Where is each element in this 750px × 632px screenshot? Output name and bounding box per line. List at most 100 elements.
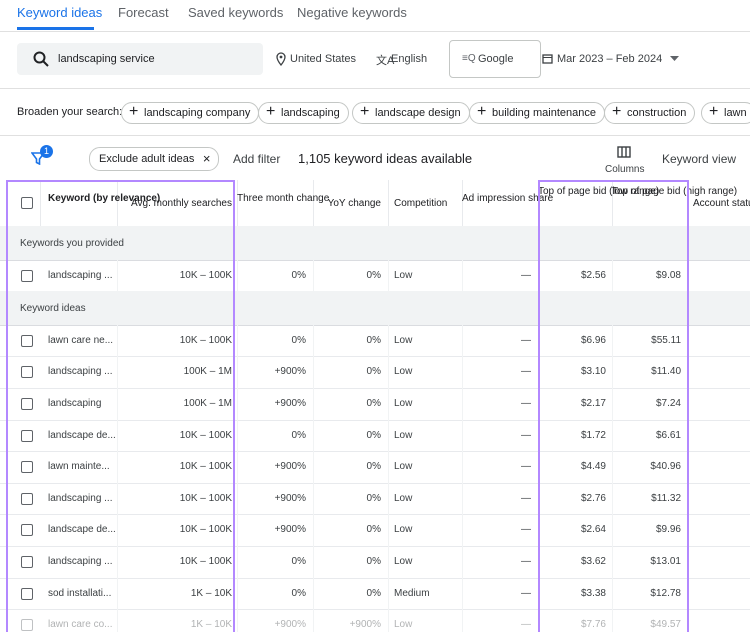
search-box[interactable]: landscaping service	[17, 43, 263, 75]
table-cell: —	[521, 366, 531, 378]
checkbox[interactable]	[21, 524, 33, 537]
table-cell: 100K – 1M	[183, 366, 232, 378]
column-separator	[237, 419, 238, 452]
column-separator	[388, 546, 389, 578]
table-cell: Low	[394, 619, 413, 631]
location-icon	[276, 52, 286, 66]
table-cell: $3.38	[580, 587, 606, 599]
suggestion-chip[interactable]: construction	[604, 102, 696, 124]
table-cell: —	[521, 429, 531, 441]
column-separator	[612, 324, 613, 357]
checkbox[interactable]	[21, 461, 33, 474]
table-cell: lawn care co...	[48, 619, 113, 631]
column-separator	[462, 577, 463, 610]
language[interactable]: English	[391, 53, 428, 65]
table-cell: —	[521, 334, 531, 346]
checkbox[interactable]	[21, 556, 33, 568]
columns-label[interactable]: Columns	[605, 164, 645, 175]
filter-chip[interactable]: Exclude adult ideas ×	[89, 147, 220, 171]
column-separator	[612, 577, 613, 610]
dropdown-arrow	[670, 56, 679, 61]
date-range[interactable]: Mar 2023 – Feb 2024	[557, 53, 663, 65]
table-cell: Low	[394, 556, 413, 567]
table-cell: $13.01	[650, 556, 681, 567]
suggestion-chip[interactable]: landscape design	[352, 102, 470, 124]
column-header[interactable]: Ad impression share	[462, 193, 554, 204]
row-line	[0, 388, 750, 389]
table-cell: 0%	[366, 556, 381, 567]
table-cell: $9.96	[655, 524, 681, 536]
suggestion-chip[interactable]: lawn	[701, 102, 750, 124]
column-separator	[462, 324, 463, 357]
column-separator	[612, 514, 613, 546]
column-header[interactable]: Top of page bid (low range)	[538, 186, 660, 197]
table-cell: $4.49	[580, 461, 606, 473]
column-separator	[612, 482, 613, 515]
location[interactable]: United States	[290, 53, 357, 65]
add-filter[interactable]: Add filter	[233, 152, 281, 166]
tab[interactable]: Negative keywords	[297, 5, 407, 20]
column-separator	[313, 482, 314, 515]
column-separator	[117, 419, 118, 452]
column-separator	[612, 451, 613, 483]
group-title: Keywords you provided	[20, 238, 124, 249]
table-cell: +900%	[274, 492, 306, 504]
checkbox[interactable]	[21, 197, 33, 209]
column-header[interactable]: YoY change	[327, 198, 381, 209]
column-separator	[612, 419, 613, 452]
columns-icon[interactable]	[617, 146, 631, 158]
column-header[interactable]: Competition	[394, 198, 448, 209]
column-separator	[388, 514, 389, 546]
network-selector[interactable]: ≡Q Google	[449, 40, 541, 78]
checkbox[interactable]	[21, 619, 33, 632]
search-icon	[33, 51, 49, 67]
close-icon[interactable]: ×	[202, 151, 211, 166]
column-separator	[388, 451, 389, 483]
tab[interactable]: Keyword ideas	[17, 5, 103, 20]
column-header[interactable]: Top of page bid (high range)	[612, 186, 738, 197]
column-separator	[313, 609, 314, 632]
table-cell: Low	[394, 334, 413, 346]
tab[interactable]: Forecast	[118, 5, 169, 20]
checkbox[interactable]	[21, 429, 33, 442]
tab[interactable]: Saved keywords	[188, 5, 284, 20]
table-cell: lawn mainte...	[48, 461, 110, 473]
table-cell: $2.64	[580, 524, 606, 536]
checkbox[interactable]	[21, 398, 33, 410]
column-separator	[117, 482, 118, 515]
column-header[interactable]: Account status	[693, 198, 750, 209]
column-separator	[612, 388, 613, 420]
highlight-box	[538, 180, 689, 632]
column-header[interactable]: Three month change	[237, 193, 330, 204]
table-cell: $11.40	[651, 366, 681, 378]
table-cell: $2.17	[580, 398, 606, 409]
column-separator	[237, 577, 238, 610]
column-separator	[237, 388, 238, 420]
table-cell: 0%	[291, 334, 306, 346]
column-separator	[462, 451, 463, 483]
suggestion-chip[interactable]: landscaping company	[121, 102, 260, 124]
column-separator	[237, 609, 238, 632]
suggestion-chip[interactable]: building maintenance	[469, 102, 605, 124]
suggestion-chip[interactable]: landscaping	[258, 102, 349, 124]
checkbox[interactable]	[21, 587, 33, 600]
table-cell: 0%	[366, 429, 381, 441]
group-title: Keyword ideas	[20, 303, 86, 315]
row-line	[0, 514, 750, 516]
checkbox[interactable]	[21, 334, 33, 347]
keyword-table: Keyword (by relevance) Avg. monthly searc…	[0, 180, 750, 632]
column-separator	[117, 356, 118, 388]
checkbox[interactable]	[21, 492, 33, 505]
view-selector[interactable]: Keyword view	[662, 152, 737, 166]
checkbox[interactable]	[21, 269, 33, 282]
table-cell: +900%	[274, 461, 306, 473]
checkbox[interactable]	[21, 366, 33, 379]
column-separator	[462, 514, 463, 546]
tab-indicator	[17, 27, 94, 30]
column-header[interactable]: Keyword (by relevance)	[48, 193, 161, 204]
table-cell: $1.72	[580, 429, 606, 441]
divider	[0, 88, 750, 89]
table-cell: landscaping	[48, 398, 102, 409]
column-header[interactable]: Avg. monthly searches	[131, 198, 232, 209]
